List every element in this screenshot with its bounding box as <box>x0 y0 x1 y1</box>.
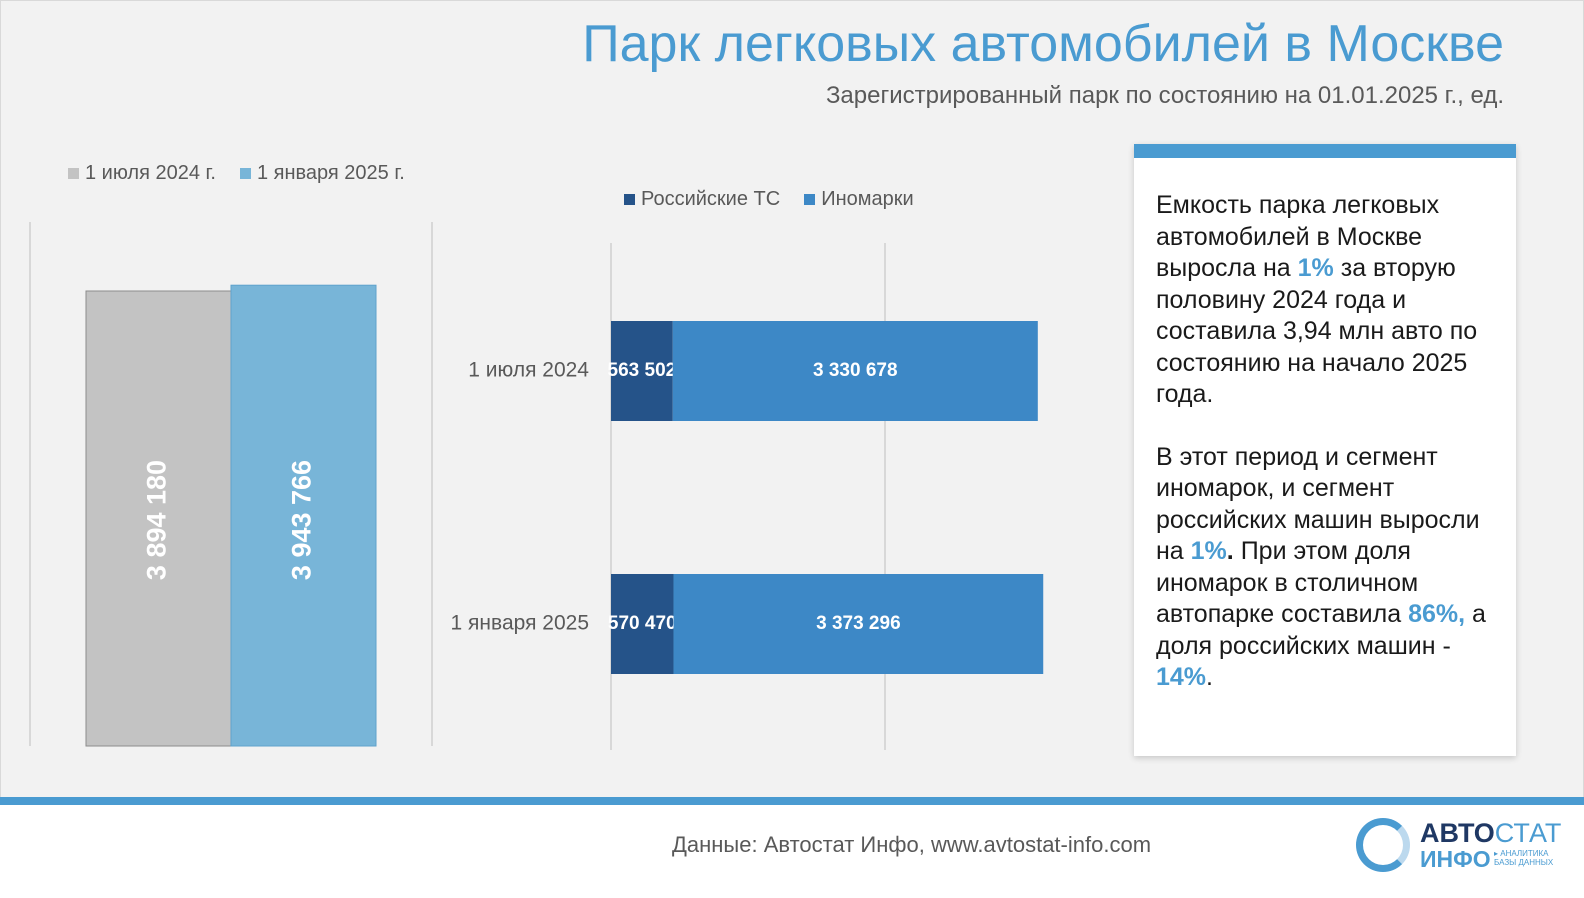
logo-wordmark-top: АВТОСТАТ <box>1420 818 1561 849</box>
legend-label: 1 января 2025 г. <box>256 162 405 184</box>
segment-label-0-row-0: 563 502 <box>608 360 677 381</box>
commentary-paragraph-2: В этот период и сегмент иномарок, и сегм… <box>1156 442 1500 694</box>
logo-text: СТАТ <box>1494 818 1562 848</box>
text-run: . <box>1226 537 1234 565</box>
logo-ring-icon <box>1356 818 1410 872</box>
footer <box>0 805 1584 898</box>
legend-item-russian: Российские ТС <box>624 188 780 211</box>
legend-label: 1 июля 2024 г. <box>85 162 216 184</box>
segment-label-0-row-1: 570 470 <box>608 613 677 634</box>
text-run: а доля российских машин - <box>1156 600 1486 660</box>
segment-0-row-1 <box>611 574 674 674</box>
total-bar-label-0: 3 894 180 <box>142 460 172 580</box>
logo-text: БАЗЫ ДАННЫХ <box>1494 858 1554 867</box>
chart1-legend: 1 июля 2024 г. 1 января 2025 г. <box>68 162 405 185</box>
chart2-legend: Российские ТС Иномарки <box>624 188 914 211</box>
panel-accent-bar <box>1134 144 1516 158</box>
page-title: Парк легковых автомобилей в Москве <box>582 15 1504 73</box>
logo-wordmark-bottom: ИНФО <box>1420 846 1491 872</box>
segment-label-1-row-0: 3 330 678 <box>813 360 898 381</box>
highlight-growth: 1% <box>1297 254 1334 282</box>
legend-swatch <box>804 194 816 205</box>
avtostat-logo: АВТОСТАТ ИНФО ▸ АНАЛИТИКА БАЗЫ ДАННЫХ <box>1356 816 1561 874</box>
legend-label: Иномарки <box>821 188 914 210</box>
logo-tagline: ▸ АНАЛИТИКА БАЗЫ ДАННЫХ <box>1494 849 1553 867</box>
legend-swatch <box>624 194 635 205</box>
text-run: В этот период и сегмент иномарок, и сегм… <box>1156 442 1480 566</box>
segment-1-row-0 <box>672 321 1038 421</box>
legend-swatch <box>239 168 251 179</box>
highlight-share-foreign: 86%, <box>1408 600 1466 628</box>
text-run: При этом доля иномарок в столичном автоп… <box>1156 537 1419 628</box>
text-run: за вторую половину 2024 года и составила… <box>1156 254 1478 408</box>
legend-item-jan-2025: 1 января 2025 г. <box>239 162 405 185</box>
total-bar-1 <box>230 284 377 747</box>
footer-divider <box>0 797 1584 805</box>
segment-0-row-0 <box>611 321 673 421</box>
legend-swatch <box>68 168 79 179</box>
chart2-category-label-0: 1 июля 2024 <box>468 359 589 382</box>
text-run: . <box>1206 663 1213 691</box>
segment-label-1-row-1: 3 373 296 <box>816 613 901 634</box>
legend-item-jul-2024: 1 июля 2024 г. <box>68 162 216 185</box>
logo-text: ▸ АНАЛИТИКА <box>1494 849 1549 858</box>
chart2-category-label-1: 1 января 2025 <box>451 612 589 635</box>
segment-1-row-1 <box>673 574 1044 674</box>
legend-item-foreign: Иномарки <box>804 188 914 211</box>
commentary-panel: Емкость парка легковых автомобилей в Мос… <box>1134 144 1516 756</box>
total-bar-label-1: 3 943 766 <box>287 460 317 580</box>
logo-text: АВТО <box>1420 818 1495 848</box>
legend-label: Российские ТС <box>641 188 781 210</box>
commentary-paragraph-1: Емкость парка легковых автомобилей в Мос… <box>1156 190 1500 411</box>
source-note: Данные: Автостат Инфо, www.avtostat-info… <box>672 832 1152 857</box>
total-bar-0 <box>85 290 232 747</box>
text-run: Емкость парка легковых автомобилей в Мос… <box>1156 191 1440 282</box>
commentary-text: Емкость парка легковых автомобилей в Мос… <box>1156 190 1500 725</box>
page-subtitle: Зарегистрированный парк по состоянию на … <box>825 82 1504 109</box>
charts-area: 3 894 180 3 943 766 1 июля 2024 563 502 3 33… <box>29 222 1044 750</box>
highlight-share-russian: 14% <box>1156 663 1207 691</box>
highlight-growth: 1% <box>1190 537 1227 565</box>
